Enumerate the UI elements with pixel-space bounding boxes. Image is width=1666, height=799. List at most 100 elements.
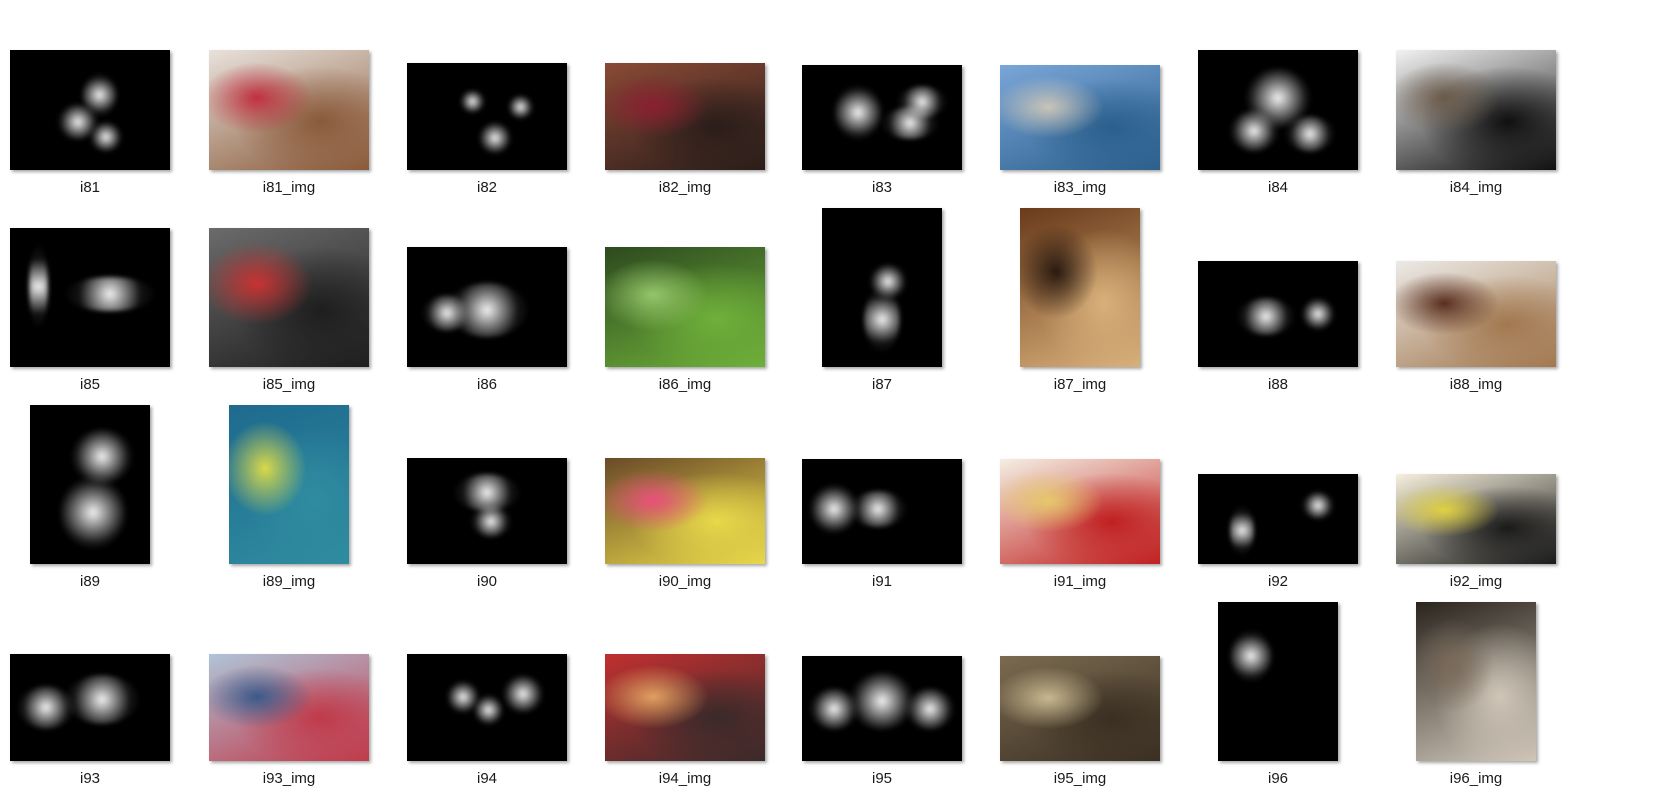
saliency-thumbnail[interactable]	[822, 208, 942, 367]
photo-thumbnail[interactable]	[605, 247, 765, 367]
file-name-label[interactable]: i83_img	[1053, 179, 1107, 196]
saliency-map-file[interactable]: i91	[777, 394, 987, 604]
saliency-thumbnail[interactable]	[10, 654, 170, 761]
photo-thumbnail[interactable]	[209, 50, 369, 170]
image-file[interactable]: i92_img	[1371, 394, 1581, 604]
photo-thumbnail[interactable]	[605, 458, 765, 564]
file-name-label[interactable]: i89	[79, 573, 101, 590]
saliency-map-file[interactable]: i96	[1173, 591, 1383, 799]
saliency-map-file[interactable]: i90	[382, 394, 592, 604]
saliency-thumbnail[interactable]	[30, 405, 150, 564]
saliency-map-file[interactable]: i88	[1173, 197, 1383, 407]
photo-thumbnail[interactable]	[229, 405, 349, 564]
saliency-thumbnail[interactable]	[10, 228, 170, 367]
file-name-label[interactable]: i96	[1267, 770, 1289, 787]
file-name-label[interactable]: i82_img	[658, 179, 712, 196]
saliency-thumbnail[interactable]	[407, 63, 567, 170]
file-name-label[interactable]: i83	[871, 179, 893, 196]
saliency-map-file[interactable]: i93	[0, 591, 195, 799]
file-name-label[interactable]: i92_img	[1449, 573, 1503, 590]
image-file[interactable]: i93_img	[184, 591, 394, 799]
saliency-thumbnail[interactable]	[1198, 50, 1358, 170]
photo-thumbnail[interactable]	[1000, 459, 1160, 564]
file-name-label[interactable]: i93_img	[262, 770, 316, 787]
image-file[interactable]: i94_img	[580, 591, 790, 799]
saliency-thumbnail[interactable]	[1198, 474, 1358, 564]
saliency-map-file[interactable]: i92	[1173, 394, 1383, 604]
saliency-thumbnail[interactable]	[407, 458, 567, 564]
file-name-label[interactable]: i88	[1267, 376, 1289, 393]
file-name-label[interactable]: i82	[476, 179, 498, 196]
file-name-label[interactable]: i91_img	[1053, 573, 1107, 590]
image-file[interactable]: i91_img	[975, 394, 1185, 604]
file-name-label[interactable]: i88_img	[1449, 376, 1503, 393]
photo-thumbnail[interactable]	[1396, 50, 1556, 170]
saliency-map-file[interactable]: i89	[0, 394, 195, 604]
image-file[interactable]: i89_img	[184, 394, 394, 604]
file-name-label[interactable]: i90_img	[658, 573, 712, 590]
file-name-label[interactable]: i94_img	[658, 770, 712, 787]
saliency-thumbnail[interactable]	[10, 50, 170, 170]
thumbnail-frame	[1371, 394, 1581, 564]
saliency-thumbnail[interactable]	[802, 65, 962, 170]
file-name-label[interactable]: i95_img	[1053, 770, 1107, 787]
saliency-blob	[423, 295, 471, 331]
file-name-label[interactable]: i81	[79, 179, 101, 196]
file-name-label[interactable]: i96_img	[1449, 770, 1503, 787]
photo-thumbnail[interactable]	[1020, 208, 1140, 367]
saliency-map-file[interactable]: i82	[382, 0, 592, 210]
image-file[interactable]: i90_img	[580, 394, 790, 604]
file-name-label[interactable]: i87_img	[1053, 376, 1107, 393]
saliency-thumbnail[interactable]	[407, 247, 567, 367]
image-file[interactable]: i82_img	[580, 0, 790, 210]
photo-thumbnail[interactable]	[605, 654, 765, 761]
image-file[interactable]: i85_img	[184, 197, 394, 407]
saliency-blob	[471, 505, 511, 538]
file-name-label[interactable]: i84	[1267, 179, 1289, 196]
saliency-thumbnail[interactable]	[802, 656, 962, 761]
image-file[interactable]: i84_img	[1371, 0, 1581, 210]
saliency-map-file[interactable]: i81	[0, 0, 195, 210]
image-file[interactable]: i81_img	[184, 0, 394, 210]
photo-thumbnail[interactable]	[1000, 656, 1160, 761]
saliency-map-file[interactable]: i95	[777, 591, 987, 799]
file-name-label[interactable]: i93	[79, 770, 101, 787]
image-file[interactable]: i86_img	[580, 197, 790, 407]
file-name-label[interactable]: i95	[871, 770, 893, 787]
saliency-thumbnail[interactable]	[802, 459, 962, 564]
saliency-map-file[interactable]: i85	[0, 197, 195, 407]
file-name-label[interactable]: i81_img	[262, 179, 316, 196]
file-name-label[interactable]: i90	[476, 573, 498, 590]
thumbnail-frame	[777, 591, 987, 761]
image-file[interactable]: i95_img	[975, 591, 1185, 799]
file-name-label[interactable]: i94	[476, 770, 498, 787]
photo-thumbnail[interactable]	[209, 228, 369, 367]
photo-thumbnail[interactable]	[1396, 261, 1556, 367]
photo-thumbnail[interactable]	[209, 654, 369, 761]
photo-thumbnail[interactable]	[1416, 602, 1536, 761]
saliency-thumbnail[interactable]	[1218, 602, 1338, 761]
saliency-map-file[interactable]: i87	[777, 197, 987, 407]
saliency-map-file[interactable]: i94	[382, 591, 592, 799]
file-name-label[interactable]: i85_img	[262, 376, 316, 393]
saliency-thumbnail[interactable]	[1198, 261, 1358, 367]
photo-thumbnail[interactable]	[605, 63, 765, 170]
saliency-thumbnail[interactable]	[407, 654, 567, 761]
saliency-map-file[interactable]: i84	[1173, 0, 1383, 210]
image-file[interactable]: i96_img	[1371, 591, 1581, 799]
saliency-map-file[interactable]: i83	[777, 0, 987, 210]
file-name-label[interactable]: i87	[871, 376, 893, 393]
photo-thumbnail[interactable]	[1396, 474, 1556, 564]
image-file[interactable]: i87_img	[975, 197, 1185, 407]
file-name-label[interactable]: i92	[1267, 573, 1289, 590]
image-file[interactable]: i83_img	[975, 0, 1185, 210]
file-name-label[interactable]: i91	[871, 573, 893, 590]
file-name-label[interactable]: i86	[476, 376, 498, 393]
image-file[interactable]: i88_img	[1371, 197, 1581, 407]
file-name-label[interactable]: i84_img	[1449, 179, 1503, 196]
file-name-label[interactable]: i86_img	[658, 376, 712, 393]
saliency-map-file[interactable]: i86	[382, 197, 592, 407]
file-name-label[interactable]: i89_img	[262, 573, 316, 590]
photo-thumbnail[interactable]	[1000, 65, 1160, 170]
file-name-label[interactable]: i85	[79, 376, 101, 393]
